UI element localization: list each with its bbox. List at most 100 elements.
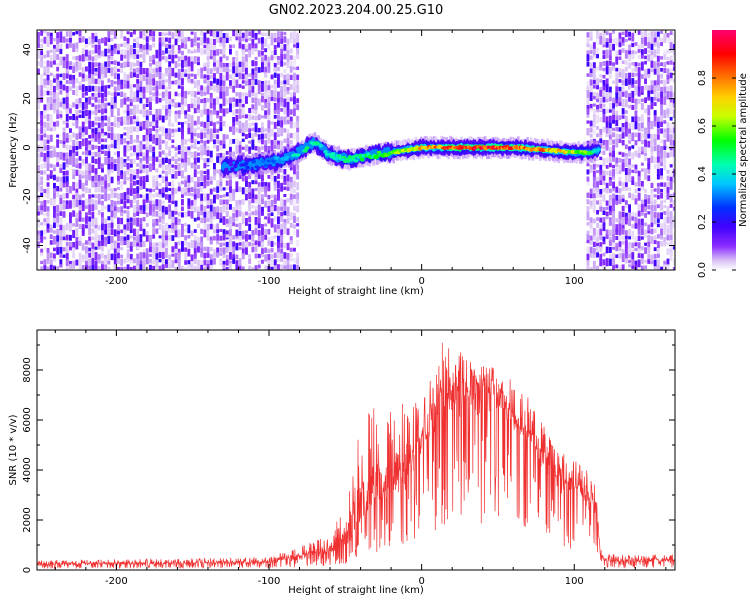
noise-cell (241, 38, 245, 42)
noise-cell (589, 62, 593, 68)
noise-cell (289, 240, 293, 245)
noise-cell (637, 224, 641, 231)
noise-cell (596, 133, 599, 138)
noise-cell (238, 114, 242, 120)
noise-cell (229, 216, 232, 224)
noise-cell (592, 62, 596, 70)
noise-cell (113, 253, 117, 261)
noise-cell (101, 223, 104, 232)
noise-cell (65, 181, 69, 188)
noise-cell (49, 163, 53, 168)
noise-cell (653, 205, 657, 212)
noise-cell (56, 97, 60, 106)
noise-cell (293, 199, 296, 208)
noise-cell (261, 139, 264, 145)
noise-cell (669, 128, 673, 134)
noise-cell (589, 164, 593, 171)
noise-cell (129, 246, 133, 252)
noise-cell (608, 180, 612, 186)
noise-cell (672, 103, 675, 108)
noise-cell (621, 248, 625, 257)
noise-cell (666, 225, 670, 233)
noise-cell (78, 72, 82, 77)
noise-cell (181, 56, 184, 62)
noise-cell (596, 192, 599, 198)
noise-cell (136, 49, 140, 58)
noise-cell (245, 144, 248, 152)
noise-cell (133, 194, 136, 203)
noise-cell (225, 134, 229, 140)
noise-cell (97, 162, 101, 170)
noise-cell (139, 121, 143, 127)
noise-cell (81, 187, 85, 192)
noise-cell (190, 115, 194, 124)
noise-cell (177, 218, 181, 223)
noise-cell (615, 236, 619, 240)
noise-cell (293, 122, 296, 129)
signal-cell (260, 159, 266, 164)
noise-cell (97, 49, 101, 58)
noise-cell (280, 168, 284, 173)
noise-cell (238, 258, 242, 267)
noise-cell (78, 194, 82, 202)
noise-cell (158, 216, 162, 223)
noise-cell (213, 258, 216, 265)
noise-cell (72, 169, 76, 175)
noise-cell (56, 62, 60, 69)
noise-cell (69, 223, 72, 232)
noise-cell (599, 62, 603, 70)
noise-cell (264, 48, 268, 53)
noise-cell (59, 168, 63, 173)
noise-cell (286, 133, 290, 140)
noise-cell (142, 121, 146, 130)
noise-cell (200, 193, 204, 202)
noise-cell (149, 102, 152, 111)
noise-cell (618, 164, 622, 172)
noise-cell (155, 132, 159, 140)
noise-cell (245, 54, 248, 62)
noise-cell (117, 151, 120, 159)
noise-cell (644, 188, 647, 193)
noise-cell (46, 140, 50, 144)
noise-cell (637, 54, 641, 59)
noise-cell (241, 248, 245, 255)
noise-cell (663, 264, 667, 270)
noise-cell (656, 204, 660, 209)
noise-cell (117, 266, 120, 270)
noise-cell (152, 114, 156, 124)
noise-cell (669, 164, 673, 168)
noise-cell (219, 186, 223, 192)
noise-cell (126, 162, 130, 172)
noise-cell (145, 120, 149, 129)
noise-cell (605, 31, 609, 36)
noise-cell (669, 234, 673, 242)
noise-cell (149, 235, 152, 243)
noise-cell (605, 49, 609, 59)
noise-cell (101, 194, 104, 199)
noise-cell (669, 181, 673, 190)
noise-cell (669, 218, 673, 226)
noise-cell (296, 85, 300, 93)
noise-cell (149, 96, 152, 103)
noise-cell (277, 170, 280, 178)
signal-cell (315, 142, 320, 146)
noise-cell (666, 37, 670, 44)
noise-cell (126, 120, 130, 125)
noise-cell (596, 126, 599, 130)
noise-cell (123, 181, 127, 185)
noise-cell (190, 240, 194, 249)
noise-cell (634, 50, 638, 55)
noise-cell (640, 114, 644, 122)
noise-cell (197, 96, 200, 105)
noise-cell (254, 265, 258, 270)
noise-cell (280, 127, 284, 135)
noise-cell (599, 194, 603, 198)
noise-cell (647, 85, 651, 94)
noise-cell (254, 60, 258, 67)
noise-cell (592, 108, 596, 117)
noise-cell (293, 67, 296, 71)
noise-cell (672, 145, 675, 153)
noise-cell (663, 241, 667, 247)
noise-cell (219, 157, 223, 165)
noise-cell (181, 187, 184, 196)
